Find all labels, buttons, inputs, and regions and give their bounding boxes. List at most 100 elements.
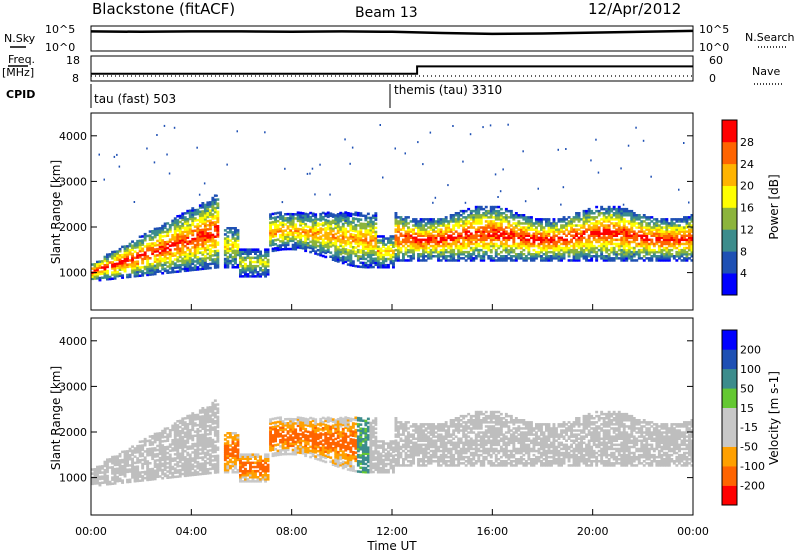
power-cell xyxy=(512,222,516,225)
power-cell xyxy=(356,259,360,262)
velocity-cell xyxy=(153,436,157,440)
power-speck xyxy=(469,133,472,136)
power-cell xyxy=(620,257,624,260)
velocity-cell xyxy=(153,463,157,466)
velocity-cell xyxy=(166,439,170,442)
power-cell xyxy=(384,247,388,250)
power-cell xyxy=(484,253,488,256)
power-cell xyxy=(113,250,117,253)
power-cell xyxy=(683,232,686,235)
power-cell xyxy=(610,234,614,237)
power-cell xyxy=(660,218,664,221)
power-cell xyxy=(499,214,503,217)
power-cell xyxy=(223,266,227,269)
power-cell xyxy=(680,234,684,237)
power-cell xyxy=(301,242,305,246)
power-cell xyxy=(527,218,531,221)
power-cell xyxy=(314,242,318,245)
power-cell xyxy=(374,247,378,250)
power-cell xyxy=(208,203,212,206)
power-cell xyxy=(462,212,466,215)
power-cell xyxy=(341,214,345,218)
power-cell xyxy=(371,251,375,254)
power-cell xyxy=(211,200,215,204)
power-cell xyxy=(402,257,405,260)
power-cell xyxy=(577,257,581,260)
velocity-cell xyxy=(208,445,212,448)
power-cell xyxy=(379,266,383,269)
power-cell xyxy=(331,221,335,224)
power-cell xyxy=(625,248,629,252)
power-cell xyxy=(226,237,230,240)
power-cell xyxy=(585,257,588,260)
power-cell xyxy=(223,247,227,250)
power-cell xyxy=(213,221,217,224)
power-speck xyxy=(562,186,565,189)
power-cell xyxy=(181,267,185,271)
power-cell xyxy=(442,246,446,250)
power-speck xyxy=(422,163,424,166)
power-cell xyxy=(688,246,691,250)
power-cell xyxy=(484,244,488,248)
power-cell xyxy=(657,259,661,262)
power-speck xyxy=(103,178,105,181)
power-cell xyxy=(251,248,255,251)
power-cell xyxy=(605,216,609,219)
power-cell xyxy=(133,275,137,278)
power-cell xyxy=(286,235,290,238)
power-colorbar-cell xyxy=(722,273,737,296)
power-cell xyxy=(364,243,368,246)
power-cell xyxy=(612,207,616,211)
power-cell xyxy=(615,242,619,246)
power-cell xyxy=(206,248,210,252)
power-cell xyxy=(374,214,378,217)
power-cell xyxy=(504,218,508,221)
power-cell xyxy=(326,221,330,225)
power-cell xyxy=(234,245,237,248)
power-cell xyxy=(379,253,383,257)
power-cell xyxy=(321,246,325,250)
power-cell xyxy=(118,256,122,259)
velocity-cell xyxy=(133,465,137,469)
velocity-cell xyxy=(201,423,205,426)
power-cell xyxy=(271,212,275,216)
power-cell xyxy=(351,221,355,224)
power-cell xyxy=(186,211,190,215)
power-cell xyxy=(96,270,99,274)
power-cell xyxy=(382,241,385,244)
velocity-cell xyxy=(216,421,220,425)
power-cell xyxy=(259,258,262,262)
power-cell xyxy=(382,261,385,265)
power-cell xyxy=(188,252,192,256)
power-cell xyxy=(519,240,523,244)
power-cell xyxy=(424,244,428,248)
power-cell xyxy=(585,218,588,221)
power-cell xyxy=(161,231,165,234)
power-cell xyxy=(193,208,197,212)
velocity-cell xyxy=(208,414,212,417)
velocity-cell xyxy=(168,435,172,438)
power-cell xyxy=(259,262,262,266)
velocity-cell xyxy=(186,447,190,451)
power-cell xyxy=(464,238,468,242)
power-cell xyxy=(309,226,313,229)
power-cell xyxy=(284,217,287,220)
power-cell xyxy=(161,247,165,250)
power-cell xyxy=(131,256,134,260)
power-cell xyxy=(655,230,659,233)
power-cell xyxy=(527,257,531,260)
power-cell xyxy=(514,232,518,235)
power-cell xyxy=(607,248,611,252)
power-cell xyxy=(223,245,227,248)
power-cell xyxy=(662,234,666,237)
power-cell xyxy=(678,244,681,248)
power-cell xyxy=(366,259,370,263)
power-cell xyxy=(314,244,318,247)
power-cell xyxy=(356,248,360,252)
power-cell xyxy=(93,263,97,266)
power-cell xyxy=(161,265,165,269)
power-cell xyxy=(399,250,403,254)
velocity-cell xyxy=(191,434,195,438)
power-cell xyxy=(106,278,109,281)
power-cell xyxy=(474,255,478,258)
